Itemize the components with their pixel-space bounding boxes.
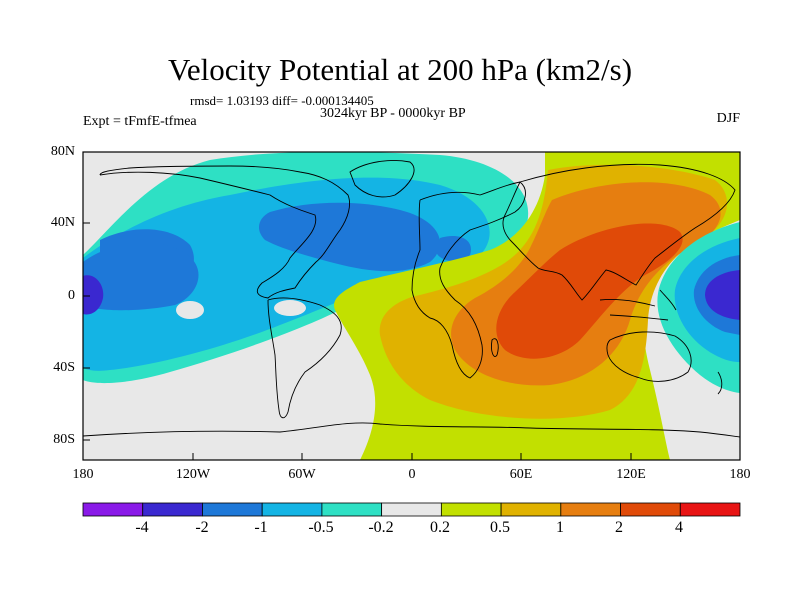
period-label: 3024kyr BP - 0000kyr BP xyxy=(320,106,466,121)
coastlines xyxy=(83,160,740,438)
experiment-label: Expt = tFmfE-tfmea xyxy=(83,114,197,129)
rmsd-diff-stats: rmsd= 1.03193 diff= -0.000134405 xyxy=(190,93,374,108)
colorbar-label: 0.2 xyxy=(430,519,450,536)
colorbar-label: 4 xyxy=(675,519,683,536)
contour-pos-island xyxy=(176,301,204,319)
colorbar-label: -2 xyxy=(195,519,209,536)
colorbar-swatch xyxy=(82,502,144,517)
coast-europe-africa xyxy=(411,181,526,379)
contour-neg-1 xyxy=(258,202,440,272)
page-title: Velocity Potential at 200 hPa (km2/s) xyxy=(167,52,633,87)
coast-asia xyxy=(502,163,736,301)
colorbar-label: 2 xyxy=(615,519,623,536)
contour-pos-island xyxy=(274,300,306,316)
season-label: DJF xyxy=(716,111,740,126)
colorbar-swatch xyxy=(620,502,681,517)
contour-field xyxy=(83,152,740,460)
coast-north-america xyxy=(99,165,351,299)
colorbar-label: -1 xyxy=(254,519,268,536)
lon-label: 180 xyxy=(729,467,751,482)
lon-label: 120E xyxy=(616,467,646,482)
lon-label: 180 xyxy=(72,467,94,482)
colorbar-swatch xyxy=(202,502,263,517)
lat-label: 80N xyxy=(50,144,75,159)
colorbar-swatch xyxy=(500,502,562,517)
colorbar-swatch xyxy=(679,502,741,517)
colorbar-label: 1 xyxy=(556,519,564,536)
contour-neg-2-pacific xyxy=(705,270,740,320)
coast-greenland xyxy=(349,160,415,198)
coast-australia xyxy=(606,331,692,382)
colorbar-label: -4 xyxy=(135,519,149,536)
lon-label: 0 xyxy=(408,467,416,482)
colorbar-swatch xyxy=(381,502,442,517)
colorbar-label: -0.5 xyxy=(308,519,334,536)
coast-south-america xyxy=(267,297,342,419)
contour-neg-2 xyxy=(83,275,104,315)
contour-neg-1 xyxy=(83,242,199,311)
colorbar xyxy=(82,502,741,517)
contour-neg-1 xyxy=(436,235,471,262)
coast-madagascar xyxy=(491,338,499,357)
lat-label: 40S xyxy=(53,360,75,375)
colorbar-swatch xyxy=(321,502,383,517)
coast-new-zealand xyxy=(717,371,723,395)
colorbar-label: 0.5 xyxy=(490,519,510,536)
lat-label: 0 xyxy=(68,288,75,303)
colorbar-label: -0.2 xyxy=(368,519,394,536)
lon-label: 120W xyxy=(175,467,211,482)
lon-label: 60E xyxy=(509,467,533,482)
colorbar-swatch xyxy=(440,502,502,517)
lon-label: 60W xyxy=(288,467,316,482)
lat-label: 40N xyxy=(50,215,75,230)
colorbar-swatch xyxy=(560,502,621,517)
colorbar-swatch xyxy=(261,502,323,517)
coast-antarctica xyxy=(83,422,740,438)
lat-label: 80S xyxy=(53,432,75,447)
coast-indonesia xyxy=(599,289,677,321)
colorbar-swatch xyxy=(142,502,203,517)
axis-ticks xyxy=(82,151,741,460)
